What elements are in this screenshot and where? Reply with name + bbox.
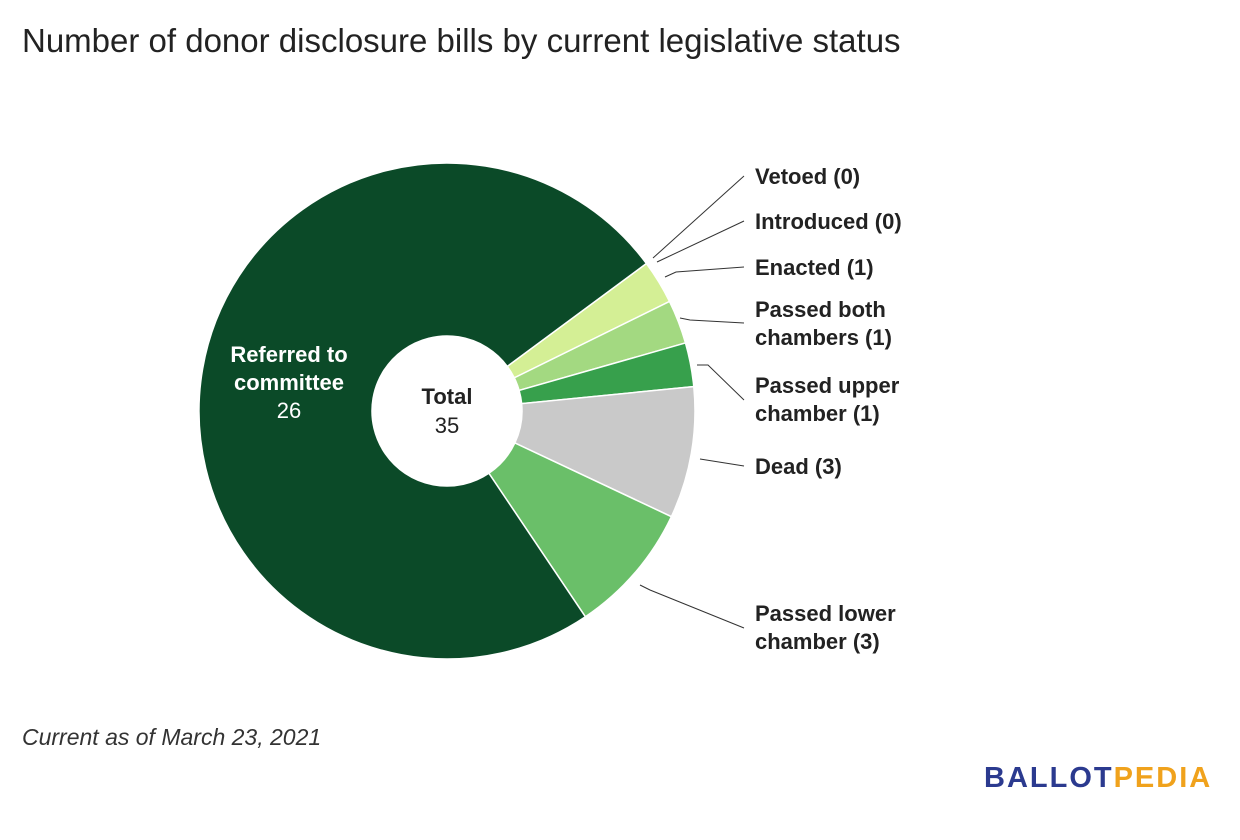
center-total-value: 35 xyxy=(435,413,459,438)
slice-label-dead: Dead (3) xyxy=(755,454,842,479)
footnote: Current as of March 23, 2021 xyxy=(22,724,322,750)
slice-label-passed-lower-chamber: Passed lower chamber (3) xyxy=(755,601,896,654)
slice-label-passed-both-chambers: Passed both chambers (1) xyxy=(755,297,892,350)
chart-title: Number of donor disclosure bills by curr… xyxy=(22,22,901,59)
leader-line-dead xyxy=(699,458,745,467)
slice-dead xyxy=(513,385,696,518)
slice-passed-lower-chamber xyxy=(487,441,673,618)
leader-line-enacted xyxy=(664,266,745,278)
slice-label-referred-to-committee: Referred to committee 26 xyxy=(230,342,347,423)
slice-label-vetoed: Vetoed (0) xyxy=(755,164,860,189)
leader-line-passed-upper-chamber xyxy=(697,364,745,401)
leader-line-passed-lower-chamber xyxy=(639,584,745,629)
logo-part-2: PEDIA xyxy=(1113,762,1213,794)
leader-line-passed-both-chambers xyxy=(679,317,745,324)
slice-label-enacted: Enacted (1) xyxy=(755,255,874,280)
logo-part-1: BALLOT xyxy=(984,762,1114,794)
slice-label-passed-upper-chamber: Passed upper chamber (1) xyxy=(755,373,900,426)
center-total-label: Total xyxy=(422,384,473,409)
leader-line-introduced xyxy=(656,220,745,263)
leader-line-vetoed xyxy=(652,175,745,259)
ballotpedia-logo: BALLOTPEDIA xyxy=(984,762,1212,795)
slice-referred-to-committee xyxy=(198,162,648,660)
slice-label-introduced: Introduced (0) xyxy=(755,209,902,234)
